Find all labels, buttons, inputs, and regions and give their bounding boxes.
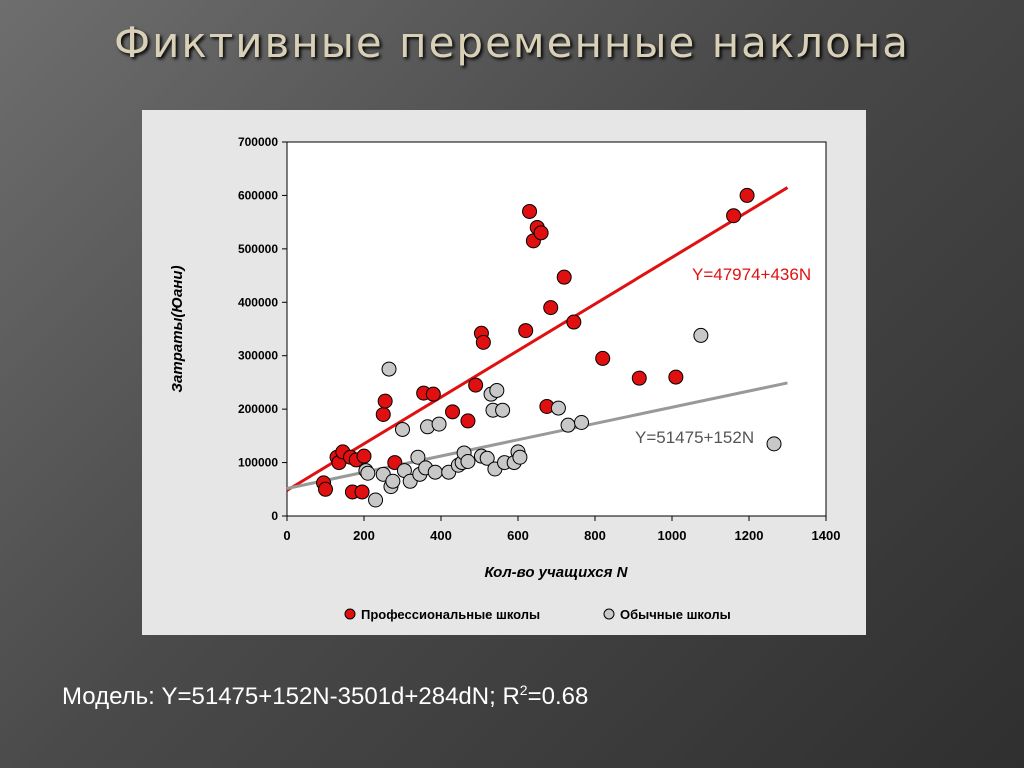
point-professional [556,269,572,285]
point-ordinary [693,327,709,343]
x-tick-label: 600 [507,528,529,543]
slide-title: Фиктивные переменные наклона [113,18,911,67]
point-ordinary [460,454,476,470]
point-professional [468,377,484,393]
data-points [316,187,782,508]
point-professional [739,187,755,203]
x-tick-label: 400 [430,528,452,543]
point-professional [595,350,611,366]
point-ordinary [512,449,528,465]
model-formula: Y=51475+152N-3501d+284dN; [161,683,496,710]
y-tick-label: 400000 [238,295,278,309]
point-ordinary [360,465,376,481]
legend-marker-professional [344,608,356,620]
point-ordinary [495,402,511,418]
point-professional [668,369,684,385]
point-ordinary [381,361,397,377]
point-professional [425,386,441,402]
point-professional [522,203,538,219]
point-ordinary [427,464,443,480]
point-ordinary [410,449,426,465]
x-tick-label: 1400 [812,528,841,543]
model-equation: Модель: Y=51475+152N-3501d+284dN; R2=0.6… [62,682,588,711]
chart-panel: 0 100000 200000 300000 400000 500000 600000 700… [142,110,866,635]
point-ordinary [550,400,566,416]
legend-label-professional: Профессиональные школы [361,607,540,622]
point-professional [726,208,742,224]
r-superscript: 2 [519,682,528,698]
point-professional [445,404,461,420]
point-professional [566,314,582,330]
point-ordinary [766,436,782,452]
point-ordinary [395,421,410,437]
point-professional [356,448,372,464]
x-tick-label: 0 [283,528,290,543]
point-professional [318,481,333,497]
y-tick-label: 600000 [238,188,278,202]
point-ordinary [479,450,495,466]
r-label: R [502,683,520,710]
point-ordinary [385,473,401,489]
y-axis: 0 100000 200000 300000 400000 500000 600000 700… [238,135,287,523]
point-professional [475,334,491,350]
y-tick-label: 300000 [238,349,278,363]
point-ordinary [574,415,590,430]
legend-marker-ordinary [603,608,615,620]
legend-label-ordinary: Обычные школы [620,607,731,622]
x-tick-label: 800 [584,528,606,543]
point-professional [387,455,403,471]
point-professional [377,393,393,409]
y-tick-label: 100000 [238,456,278,470]
point-professional [375,406,391,422]
point-ordinary [431,416,447,432]
legend: Профессиональные школы Обычные школы [344,607,731,622]
y-axis-label: Затраты(Юани) [169,265,186,392]
point-professional [518,323,534,339]
y-tick-label: 0 [271,509,278,523]
point-professional [460,413,476,429]
trend-label-ordinary: Y=51475+152N [635,428,754,447]
point-ordinary [368,492,384,508]
x-axis: 0 200 400 600 800 1000 1200 1400 [283,516,840,543]
y-tick-label: 500000 [238,242,278,256]
point-ordinary [489,382,505,398]
point-professional [543,300,559,316]
x-tick-label: 200 [353,528,375,543]
y-tick-label: 700000 [238,135,278,149]
x-tick-label: 1200 [735,528,764,543]
x-axis-label: Кол-во учащихся N [485,564,629,581]
trend-label-professional: Y=47974+436N [692,265,811,284]
scatter-chart: 0 100000 200000 300000 400000 500000 600000 700… [169,135,840,622]
point-ordinary [560,417,576,433]
point-professional [354,484,370,500]
x-tick-label: 1000 [658,528,687,543]
point-professional [631,370,647,386]
trend-line-professional [286,186,789,492]
point-professional [533,225,549,241]
y-tick-label: 200000 [238,402,278,416]
model-prefix: Модель: [62,683,155,710]
r-value: =0.68 [527,683,589,710]
r-squared: R2=0.68 [502,682,589,710]
